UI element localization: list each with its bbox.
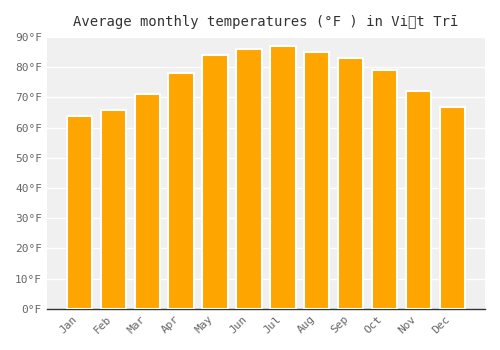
Bar — [67, 116, 92, 309]
Bar — [406, 91, 431, 309]
Bar — [100, 110, 126, 309]
Bar — [338, 58, 363, 309]
Bar — [304, 52, 330, 309]
Title: Average monthly temperatures (°F ) in Viết Trī: Average monthly temperatures (°F ) in Vi… — [74, 15, 458, 29]
Bar — [440, 106, 465, 309]
Bar — [202, 55, 228, 309]
Bar — [168, 74, 194, 309]
Bar — [372, 70, 398, 309]
Bar — [134, 94, 160, 309]
Bar — [270, 46, 295, 309]
Bar — [236, 49, 262, 309]
